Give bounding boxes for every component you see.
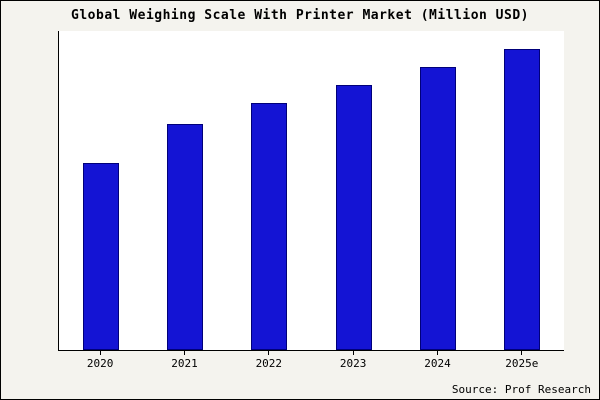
bar-slot bbox=[143, 31, 227, 350]
x-tick-text: 2024 bbox=[424, 357, 451, 370]
tick-mark bbox=[268, 351, 270, 355]
x-tick-label: 2022 bbox=[227, 351, 311, 370]
source-text: Source: Prof Research bbox=[451, 383, 591, 396]
tick-mark bbox=[99, 351, 101, 355]
bar-slot bbox=[59, 31, 143, 350]
plot-area bbox=[58, 31, 564, 351]
x-tick-text: 2020 bbox=[86, 357, 114, 370]
tick-mark bbox=[436, 351, 438, 355]
x-axis-labels: 2020 2021 2022 2023 2024 2025e bbox=[58, 351, 564, 370]
bar-2021 bbox=[167, 124, 204, 350]
bar-slot bbox=[312, 31, 396, 350]
x-tick-text: 2021 bbox=[171, 357, 198, 370]
x-tick-label: 2025e bbox=[480, 351, 564, 370]
x-tick-label: 2024 bbox=[395, 351, 479, 370]
bar-2025e bbox=[503, 49, 540, 350]
tick-mark bbox=[183, 351, 185, 355]
tick-mark bbox=[352, 351, 354, 355]
x-tick-label: 2021 bbox=[142, 351, 226, 370]
bar-slot bbox=[480, 31, 564, 350]
x-tick-text: 2022 bbox=[255, 357, 283, 370]
bar-slot bbox=[396, 31, 480, 350]
bar-2020 bbox=[83, 163, 120, 350]
x-tick-text: 2025e bbox=[505, 357, 539, 370]
bar-slot bbox=[227, 31, 311, 350]
bar-2024 bbox=[419, 67, 456, 350]
bar-2022 bbox=[251, 103, 288, 350]
chart-title: Global Weighing Scale With Printer Marke… bbox=[71, 8, 529, 23]
x-tick-label: 2023 bbox=[311, 351, 395, 370]
tick-mark bbox=[521, 351, 523, 355]
x-tick-text: 2023 bbox=[339, 357, 367, 370]
x-tick-label: 2020 bbox=[58, 351, 142, 370]
bar-2023 bbox=[335, 85, 372, 350]
